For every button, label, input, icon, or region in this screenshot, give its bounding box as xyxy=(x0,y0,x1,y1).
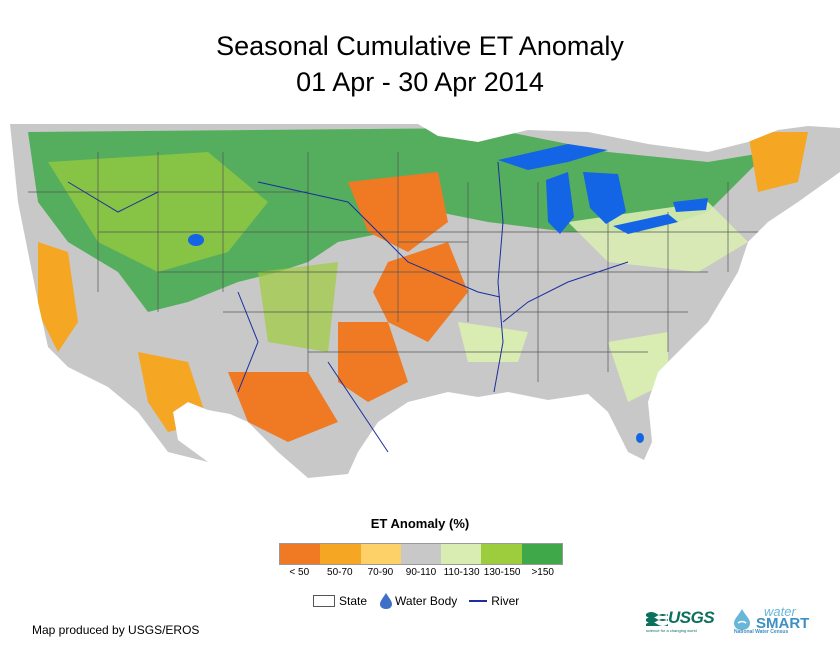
legend-bin-label: 110-130 xyxy=(443,567,480,578)
map-title-line-1: Seasonal Cumulative ET Anomaly xyxy=(216,31,624,61)
watersmart-subtitle: National Water Census xyxy=(734,629,789,635)
usgs-wave-icon xyxy=(646,612,668,626)
key-river: River xyxy=(469,594,519,608)
lake-michigan xyxy=(546,172,574,234)
legend-title: ET Anomaly (%) xyxy=(370,516,470,531)
key-state: State xyxy=(313,594,367,608)
legend-swatch-2 xyxy=(360,544,401,564)
river-mississippi xyxy=(493,161,504,393)
watersmart-main-text: SMART xyxy=(756,615,810,632)
legend-bin-label: 130-150 xyxy=(483,567,521,578)
watersmart-top-text: water xyxy=(764,604,796,619)
lake-superior xyxy=(498,144,608,170)
lake-erie xyxy=(613,214,678,234)
legend-swatch-6 xyxy=(521,544,562,564)
watersmart-drop-icon xyxy=(734,609,750,630)
river-line-swatch xyxy=(469,600,488,602)
legend-bin-label: 70-90 xyxy=(367,567,394,578)
zone-southeast-light xyxy=(608,332,668,402)
water-bodies xyxy=(188,144,708,443)
lake-ontario xyxy=(673,198,708,212)
river-missouri xyxy=(257,181,501,298)
map-title-line-2: 01 Apr - 30 Apr 2014 xyxy=(296,67,544,97)
watersmart-logo: water SMART National Water Census xyxy=(730,604,820,640)
zone-rockies-green xyxy=(258,262,338,352)
river-ohio xyxy=(502,261,629,323)
map-credit: Map produced by USGS/EROS xyxy=(32,623,200,637)
key-state-label: State xyxy=(339,594,368,608)
anomaly-raster xyxy=(10,124,840,478)
key-water-body: Water Body xyxy=(379,592,457,610)
state-borders xyxy=(28,152,768,382)
legend-bin-label: >150 xyxy=(531,567,554,578)
rivers xyxy=(67,161,629,453)
legend-bin-label: 90-110 xyxy=(405,567,437,578)
legend-swatch-0 xyxy=(280,544,321,564)
legend-bin-label: 50-70 xyxy=(327,567,353,578)
usgs-wordmark: USGS xyxy=(668,608,715,627)
legend-swatch-3 xyxy=(400,544,442,564)
key-river-label: River xyxy=(491,594,520,608)
zone-dry-southwest xyxy=(228,372,338,442)
river-columbia xyxy=(67,181,159,213)
legend-swatch-4 xyxy=(441,544,482,564)
legend-swatch-1 xyxy=(320,544,361,564)
lake-huron xyxy=(583,172,626,224)
zone-dry-kansas xyxy=(373,242,468,342)
zone-dry-texas xyxy=(338,322,408,402)
usgs-logo: USGS xyxy=(646,608,715,628)
zone-dry-new-england xyxy=(748,132,808,192)
legend-swatch-5 xyxy=(481,544,522,564)
river-colorado xyxy=(237,291,259,393)
map-key: State Water Body River xyxy=(313,592,531,610)
state-swatch xyxy=(313,595,335,607)
zone-dry-california xyxy=(38,242,78,352)
usgs-tagline: science for a changing world xyxy=(646,628,697,633)
legend-color-bar xyxy=(279,543,563,565)
great-salt-lake xyxy=(188,234,204,246)
legend-bin-label: < 50 xyxy=(289,567,310,578)
lake-okeechobee xyxy=(636,433,644,443)
water-drop-icon xyxy=(380,593,393,609)
river-rio-grande xyxy=(327,361,389,453)
et-anomaly-map xyxy=(10,124,840,478)
key-water-body-label: Water Body xyxy=(395,594,458,608)
